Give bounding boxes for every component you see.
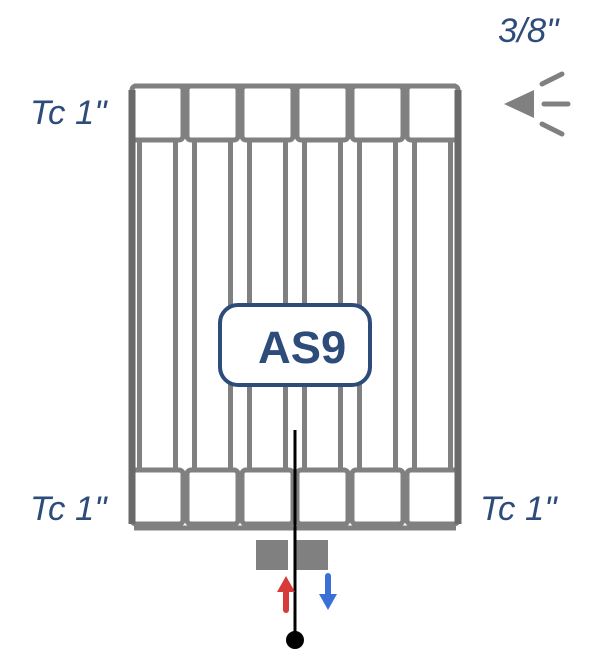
section-top-cap: [407, 86, 458, 140]
section-top-cap: [242, 86, 293, 140]
section-top-cap: [352, 86, 403, 140]
section-bottom-cap: [187, 470, 238, 524]
section-top-cap: [187, 86, 238, 140]
section-bottom-cap: [242, 470, 293, 524]
label-center-code: AS9: [258, 322, 346, 374]
section-top-cap: [297, 86, 348, 140]
label-top-left-conn: Tc 1": [30, 94, 107, 133]
valve-outlet: [296, 540, 328, 570]
label-bottom-left-conn: Tc 1": [30, 490, 107, 529]
vent-icon: [504, 90, 534, 118]
valve-inlet: [256, 540, 288, 570]
section-bottom-cap: [352, 470, 403, 524]
divider-endpoint: [286, 631, 304, 649]
section-bottom-cap: [297, 470, 348, 524]
section-bottom-cap: [407, 470, 458, 524]
section-top-cap: [132, 86, 183, 140]
label-bottom-right-conn: Tc 1": [480, 490, 557, 529]
label-top-right-vent: 3/8": [498, 12, 558, 51]
section-bottom-cap: [132, 470, 183, 524]
